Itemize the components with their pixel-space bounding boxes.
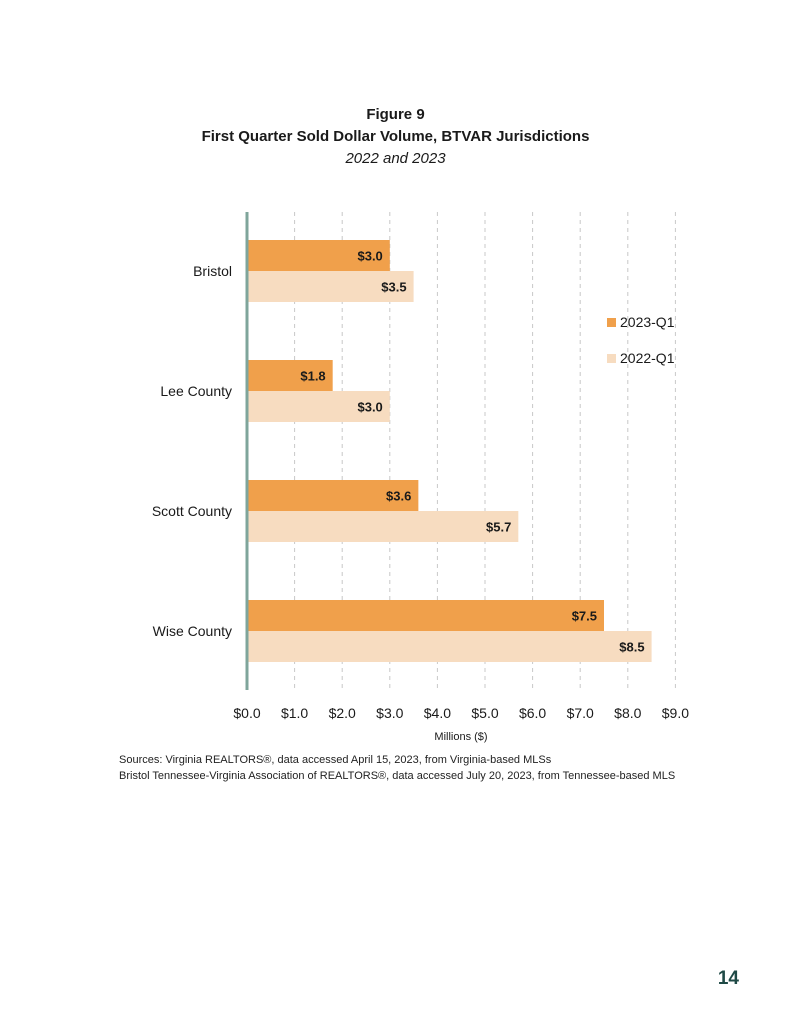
bar [247,240,390,271]
figure-header: Figure 9 First Quarter Sold Dollar Volum… [0,104,791,170]
data-label: $3.0 [357,400,382,415]
bar [247,511,519,542]
x-tick-label: $7.0 [567,705,594,721]
data-label: $3.6 [386,489,411,504]
sources-line-2: Bristol Tennessee-Virginia Association o… [119,770,676,782]
category-label: Scott County [152,503,232,519]
data-label: $1.8 [300,369,325,384]
x-tick-label: $8.0 [614,705,641,721]
bar [247,360,333,391]
x-tick-label: $4.0 [424,705,451,721]
figure-title: First Quarter Sold Dollar Volume, BTVAR … [201,128,590,145]
x-tick-label: $0.0 [233,705,260,721]
data-label: $5.7 [486,520,511,535]
category-label: Bristol [193,263,232,279]
page-number: 14 [717,968,739,989]
category-label: Lee County [160,383,232,399]
bar [247,600,604,631]
legend-swatch [607,318,616,327]
x-tick-label: $9.0 [662,705,689,721]
data-label: $7.5 [572,609,597,624]
bar [247,391,390,422]
x-tick-label: $6.0 [519,705,546,721]
x-axis-label: Millions ($) [434,731,487,743]
bar [247,631,652,662]
legend-swatch [607,354,616,363]
bar [247,271,414,302]
data-label: $3.0 [357,249,382,264]
bar [247,480,419,511]
x-tick-label: $3.0 [376,705,403,721]
data-label: $8.5 [619,640,644,655]
figure-subtitle: 2022 and 2023 [345,150,446,167]
category-label: Wise County [153,623,232,639]
x-tick-label: $1.0 [281,705,308,721]
data-label: $3.5 [381,280,406,295]
figure-label: Figure 9 [366,106,425,123]
sources-note: Sources: Virginia REALTORS®, data access… [119,752,675,784]
bar-chart: $3.0 $3.5 Bristol $1.8 $3.0 Lee County $3.6 $5.… [152,212,689,743]
x-tick-label: $5.0 [471,705,498,721]
legend-label: 2022-Q1 [620,350,675,366]
x-tick-label: $2.0 [329,705,356,721]
legend-label: 2023-Q1 [620,314,675,330]
sources-line-1: Sources: Virginia REALTORS®, data access… [119,754,552,766]
